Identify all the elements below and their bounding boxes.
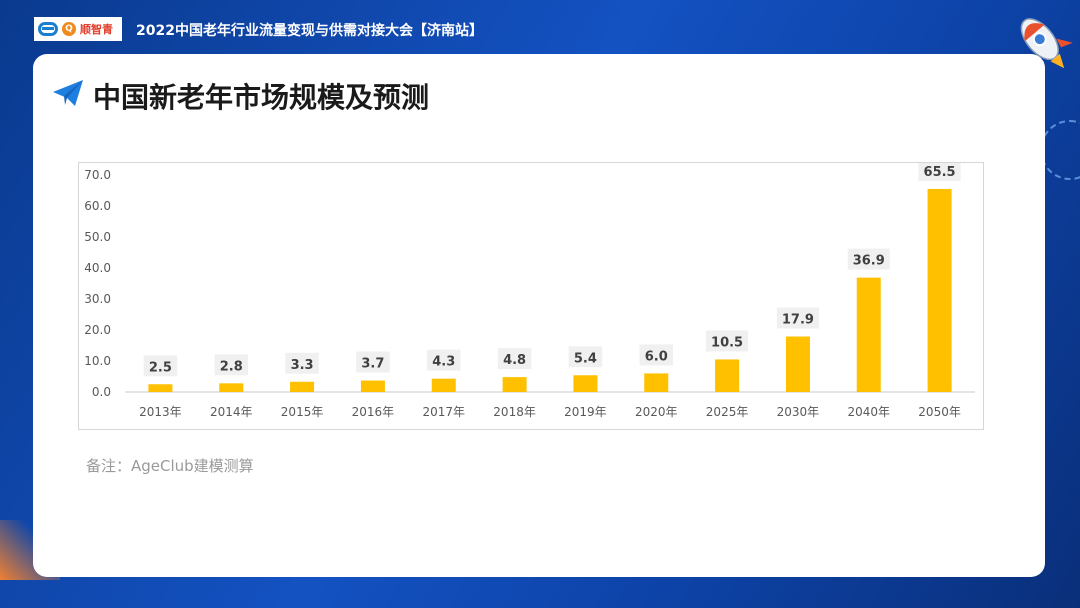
x-tick-label: 2040年 <box>847 405 890 419</box>
chart-frame: 0.0 10.0 20.0 30.0 40.0 50.0 60.0 70.0 2.5 2013年 2… <box>78 162 984 430</box>
y-tick-label: 30.0 <box>84 292 111 306</box>
q-logo-icon: Q <box>62 22 76 36</box>
top-bar: Q 顺智青 2022中国老年行业流量变现与供需对接大会【济南站】 <box>0 0 1080 58</box>
bar <box>148 384 173 392</box>
bar <box>431 378 456 392</box>
data-label: 36.9 <box>853 254 885 269</box>
x-tick-label: 2019年 <box>564 405 607 419</box>
data-label-background <box>776 307 819 329</box>
footnote: 备注：AgeClub建模测算 <box>86 457 254 475</box>
y-tick-label: 70.0 <box>84 168 111 182</box>
bar <box>785 336 810 392</box>
page-title: 中国新老年市场规模及预测 <box>93 81 430 114</box>
data-label-background <box>568 346 603 368</box>
bar <box>502 377 527 392</box>
x-tick-label: 2050年 <box>918 405 961 419</box>
data-label-background <box>918 163 961 181</box>
data-label-background <box>143 355 178 377</box>
data-label-background <box>214 354 248 376</box>
data-label: 5.4 <box>574 351 597 366</box>
data-label-background <box>427 349 461 371</box>
data-label-background <box>285 352 319 374</box>
data-label-background <box>356 351 390 373</box>
x-tick-label: 2020年 <box>635 405 678 419</box>
bar-chart: 0.0 10.0 20.0 30.0 40.0 50.0 60.0 70.0 2.5 2013年 2… <box>84 163 975 419</box>
x-tick-label: 2014年 <box>210 405 253 419</box>
data-label: 17.9 <box>782 313 814 328</box>
bar <box>219 383 244 392</box>
data-label: 4.8 <box>503 353 526 368</box>
data-label-background <box>706 330 749 352</box>
bar <box>290 381 315 392</box>
x-tick-label: 2016年 <box>352 405 395 419</box>
x-tick-label: 2025年 <box>706 405 749 419</box>
data-label-background <box>497 348 532 370</box>
paper-plane-icon <box>53 80 83 106</box>
y-tick-label: 60.0 <box>84 199 111 213</box>
data-label: 10.5 <box>711 335 743 350</box>
data-label-background <box>847 248 890 270</box>
x-tick-label: 2015年 <box>281 405 324 419</box>
data-label: 65.5 <box>924 165 956 180</box>
ageclub-logo-icon <box>38 22 58 36</box>
data-label-background <box>639 344 673 366</box>
x-tick-label: 2017年 <box>422 405 465 419</box>
content-card: 中国新老年市场规模及预测 0.0 10.0 20.0 30.0 40.0 50.0 60.0… <box>33 54 1045 577</box>
x-tick-label: 2018年 <box>493 405 536 419</box>
brand-logo: Q 顺智青 <box>34 17 122 41</box>
bar <box>715 359 740 392</box>
data-label: 4.3 <box>432 355 455 370</box>
decorative-ring <box>1040 120 1080 180</box>
bar <box>927 188 952 392</box>
bar <box>360 380 385 392</box>
data-label: 6.0 <box>645 349 668 364</box>
y-tick-label: 10.0 <box>84 354 111 368</box>
x-tick-label: 2013年 <box>139 405 182 419</box>
rocket-icon <box>1020 18 1073 73</box>
y-tick-label: 40.0 <box>84 261 111 275</box>
y-tick-label: 50.0 <box>84 230 111 244</box>
bar <box>644 373 669 392</box>
logo-text: 顺智青 <box>80 23 113 36</box>
data-label: 2.5 <box>149 360 172 375</box>
y-tick-label: 20.0 <box>84 323 111 337</box>
x-tick-label: 2030年 <box>777 405 820 419</box>
data-label: 3.7 <box>361 357 384 372</box>
data-label: 3.3 <box>291 358 314 373</box>
bar <box>856 277 881 392</box>
data-label: 2.8 <box>220 359 243 374</box>
y-tick-label: 0.0 <box>92 385 111 399</box>
bar <box>573 375 598 392</box>
event-title: 2022中国老年行业流量变现与供需对接大会【济南站】 <box>136 23 483 39</box>
